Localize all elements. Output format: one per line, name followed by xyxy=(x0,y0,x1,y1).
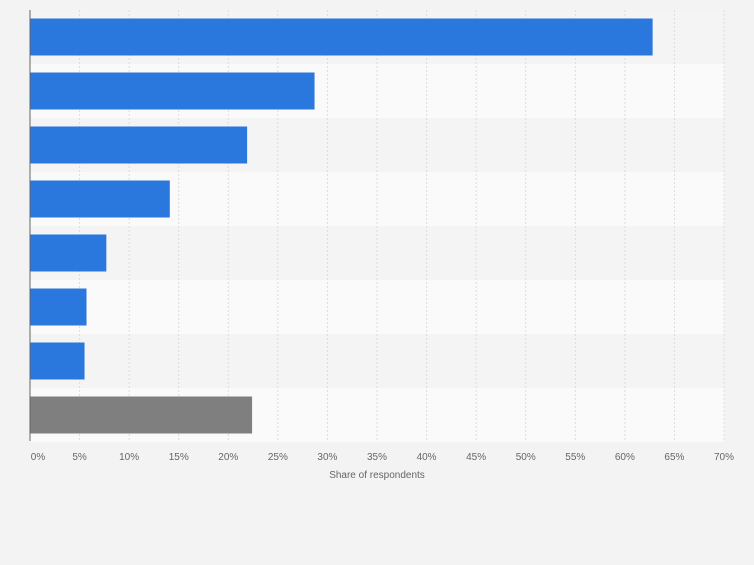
bar-7 xyxy=(30,396,253,434)
bars xyxy=(30,18,653,434)
x-tick-label-11: 55% xyxy=(565,452,585,463)
x-tick-label-4: 20% xyxy=(218,452,238,463)
x-tick-label-12: 60% xyxy=(615,452,635,463)
x-tick-label-9: 45% xyxy=(466,452,486,463)
x-tick-label-13: 65% xyxy=(664,452,684,463)
x-tick-label-3: 15% xyxy=(169,452,189,463)
bar-2 xyxy=(30,126,248,164)
x-tick-label-5: 25% xyxy=(268,452,288,463)
x-tick-label-7: 35% xyxy=(367,452,387,463)
x-tick-label-0: 0% xyxy=(31,452,46,463)
bar-1 xyxy=(30,72,315,110)
x-tick-label-14: 70% xyxy=(714,452,734,463)
bar-5 xyxy=(30,288,87,326)
x-tick-labels: 0% 5% 10% 15% 20% 25% 30% 35% 40% 45% 50% 55% 60% 65%… xyxy=(31,452,734,463)
bar-4 xyxy=(30,234,107,272)
bar-3 xyxy=(30,180,170,218)
x-axis-label: Share of respondents xyxy=(329,470,425,481)
x-tick-label-1: 5% xyxy=(72,452,87,463)
bar-6 xyxy=(30,342,85,380)
x-tick-label-10: 50% xyxy=(516,452,536,463)
x-tick-label-2: 10% xyxy=(119,452,139,463)
x-tick-label-6: 30% xyxy=(317,452,337,463)
bar-0 xyxy=(30,18,653,56)
x-tick-label-8: 40% xyxy=(417,452,437,463)
